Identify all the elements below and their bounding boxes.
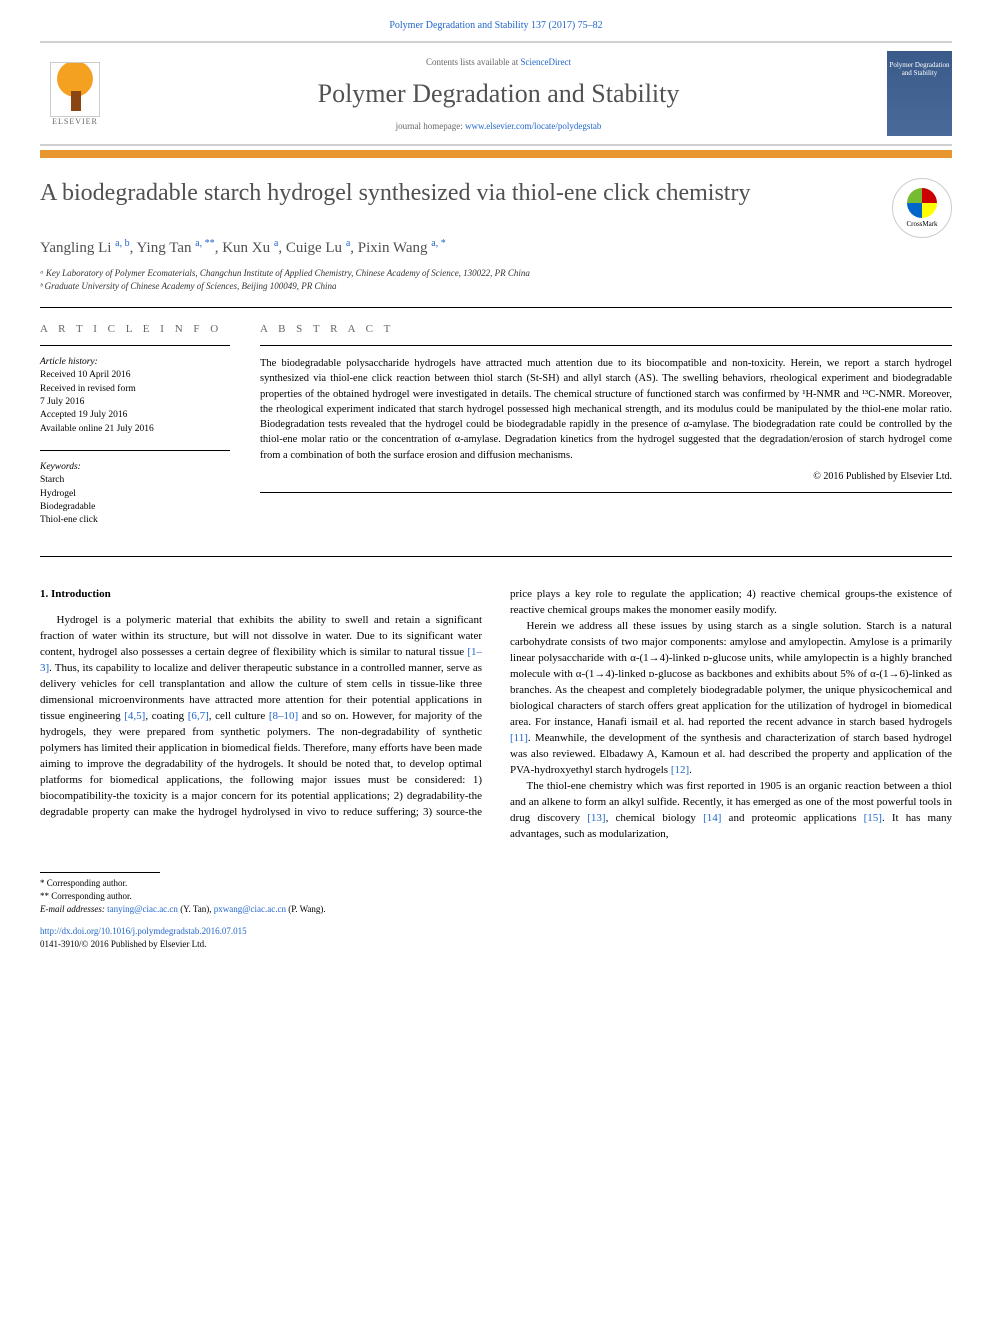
doi-link[interactable]: http://dx.doi.org/10.1016/j.polymdegrads… — [40, 925, 952, 938]
abstract-bottom-divider — [260, 492, 952, 493]
abstract-text: The biodegradable polysaccharide hydroge… — [260, 356, 952, 463]
email-line: E-mail addresses: tanying@ciac.ac.cn (Y.… — [40, 903, 952, 916]
email-link-2[interactable]: pxwang@ciac.ac.cn — [214, 904, 286, 914]
keyword: Starch — [40, 474, 230, 487]
contents-line: Contents lists available at ScienceDirec… — [110, 57, 887, 67]
text: . — [689, 764, 692, 776]
affiliations: ᵃ Key Laboratory of Polymer Ecomaterials… — [40, 267, 952, 292]
homepage-prefix: journal homepage: — [396, 121, 465, 131]
text: , coating — [145, 710, 187, 722]
corresponding-1: * Corresponding author. — [40, 877, 952, 890]
orange-accent-bar — [40, 150, 952, 158]
ref-link[interactable]: [14] — [703, 812, 721, 824]
text: , chemical biology — [606, 812, 704, 824]
text: and proteomic applications — [721, 812, 863, 824]
email-name-1: (Y. Tan), — [178, 904, 214, 914]
section-heading: 1. Introduction — [40, 587, 482, 603]
section-title: Introduction — [51, 588, 111, 600]
crossmark-icon — [907, 188, 937, 218]
ref-link[interactable]: [12] — [671, 764, 689, 776]
history-line: Received 10 April 2016 — [40, 369, 230, 382]
paragraph-3: The thiol-ene chemistry which was first … — [510, 779, 952, 843]
history-line: Accepted 19 July 2016 — [40, 409, 230, 422]
abstract-copyright: © 2016 Published by Elsevier Ltd. — [260, 471, 952, 482]
keywords-block: Keywords: Starch Hydrogel Biodegradable … — [40, 461, 230, 527]
body-text: 1. Introduction Hydrogel is a polymeric … — [40, 587, 952, 842]
footer: * Corresponding author. ** Corresponding… — [40, 872, 952, 950]
article-history: Article history: Received 10 April 2016 … — [40, 356, 230, 436]
cover-text: Polymer Degradation and Stability — [887, 61, 952, 77]
title-row: A biodegradable starch hydrogel synthesi… — [40, 178, 952, 238]
text: Herein we address all these issues by us… — [510, 620, 952, 728]
citation-line: Polymer Degradation and Stability 137 (2… — [40, 20, 952, 31]
ref-link[interactable]: [6,7] — [188, 710, 209, 722]
ref-link[interactable]: [13] — [587, 812, 605, 824]
info-abstract-row: A R T I C L E I N F O Article history: R… — [40, 323, 952, 541]
ref-link[interactable]: [15] — [864, 812, 882, 824]
text: . Meanwhile, the development of the synt… — [510, 732, 952, 776]
journal-header: ELSEVIER Contents lists available at Sci… — [40, 41, 952, 146]
footer-copyright: 0141-3910/© 2016 Published by Elsevier L… — [40, 938, 952, 951]
article-info-column: A R T I C L E I N F O Article history: R… — [40, 323, 230, 541]
affiliation-b: ᵇ Graduate University of Chinese Academy… — [40, 280, 952, 293]
email-name-2: (P. Wang). — [286, 904, 326, 914]
info-divider — [40, 345, 230, 346]
journal-name: Polymer Degradation and Stability — [110, 79, 887, 109]
homepage-link[interactable]: www.elsevier.com/locate/polydegstab — [465, 121, 601, 131]
elsevier-tree-icon — [50, 62, 100, 117]
paragraph-2: Herein we address all these issues by us… — [510, 619, 952, 778]
corresponding-2: ** Corresponding author. — [40, 890, 952, 903]
text: Hydrogel is a polymeric material that ex… — [40, 614, 482, 658]
homepage-line: journal homepage: www.elsevier.com/locat… — [110, 121, 887, 131]
abstract-divider — [260, 345, 952, 346]
article-info-heading: A R T I C L E I N F O — [40, 323, 230, 335]
history-line: 7 July 2016 — [40, 396, 230, 409]
keyword: Thiol-ene click — [40, 514, 230, 527]
ref-link[interactable]: [11] — [510, 732, 528, 744]
keywords-label: Keywords: — [40, 461, 230, 474]
journal-cover-thumbnail: Polymer Degradation and Stability — [887, 51, 952, 136]
text: , cell culture — [209, 710, 269, 722]
divider — [40, 307, 952, 308]
crossmark-badge[interactable]: CrossMark — [892, 178, 952, 238]
keyword: Biodegradable — [40, 501, 230, 514]
sciencedirect-link[interactable]: ScienceDirect — [521, 57, 571, 67]
divider — [40, 556, 952, 557]
crossmark-label: CrossMark — [906, 220, 937, 228]
abstract-column: A B S T R A C T The biodegradable polysa… — [260, 323, 952, 541]
abstract-heading: A B S T R A C T — [260, 323, 952, 335]
author-list: Yangling Li a, b, Ying Tan a, **, Kun Xu… — [40, 238, 952, 257]
elsevier-logo: ELSEVIER — [40, 54, 110, 134]
publisher-name: ELSEVIER — [52, 117, 98, 126]
history-label: Article history: — [40, 356, 230, 369]
header-center: Contents lists available at ScienceDirec… — [110, 57, 887, 131]
history-line: Available online 21 July 2016 — [40, 423, 230, 436]
history-line: Received in revised form — [40, 383, 230, 396]
article-title: A biodegradable starch hydrogel synthesi… — [40, 178, 872, 209]
ref-link[interactable]: [8–10] — [269, 710, 298, 722]
contents-prefix: Contents lists available at — [426, 57, 520, 67]
footer-divider — [40, 872, 160, 873]
affiliation-a: ᵃ Key Laboratory of Polymer Ecomaterials… — [40, 267, 952, 280]
ref-link[interactable]: [4,5] — [124, 710, 145, 722]
info-divider — [40, 450, 230, 451]
section-number: 1. — [40, 588, 48, 600]
email-label: E-mail addresses: — [40, 904, 107, 914]
email-link-1[interactable]: tanying@ciac.ac.cn — [107, 904, 178, 914]
keyword: Hydrogel — [40, 488, 230, 501]
